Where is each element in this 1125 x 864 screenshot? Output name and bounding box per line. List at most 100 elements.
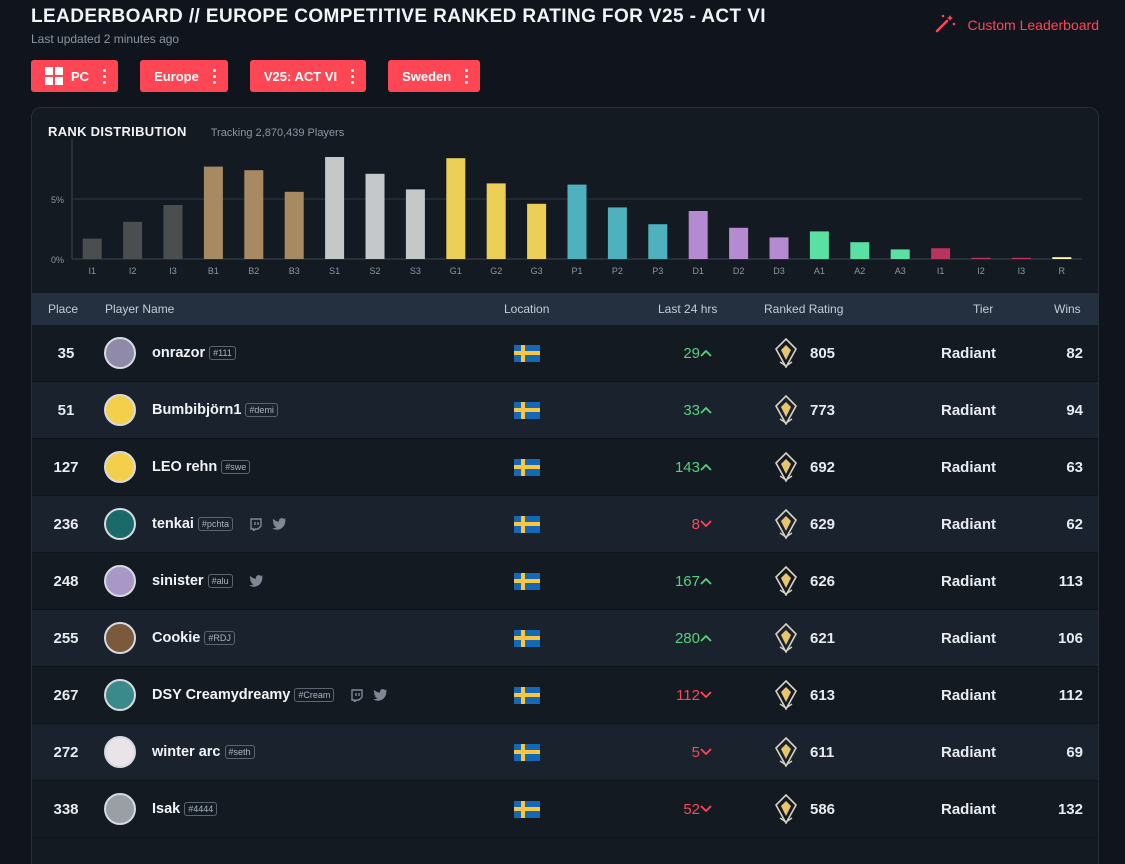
arrow-up-icon	[700, 610, 714, 666]
player-tag: #RDJ	[204, 631, 235, 645]
rating-change: 280	[674, 629, 700, 647]
wins: 82	[1066, 344, 1083, 362]
bar-s1[interactable]	[325, 157, 345, 259]
player-cell[interactable]: Isak #4444	[104, 781, 218, 837]
filter-region[interactable]: Europe	[140, 60, 228, 92]
bar-i3[interactable]	[1011, 257, 1031, 259]
player-name[interactable]: DSY Creamydreamy	[152, 687, 291, 703]
player-cell[interactable]: winter arc #seth	[104, 724, 255, 780]
table-row[interactable]: 255 Cookie #RDJ 280 621 Radiant 106	[32, 610, 1098, 667]
filter-country[interactable]: Sweden	[388, 60, 481, 92]
location	[514, 439, 540, 495]
twitter-icon[interactable]	[271, 517, 286, 531]
bar-d1[interactable]	[688, 211, 708, 259]
bar-i3[interactable]	[163, 205, 183, 259]
player-cell[interactable]: Cookie #RDJ	[104, 610, 235, 666]
bar-p1[interactable]	[567, 184, 587, 259]
filter-platform[interactable]: PC	[31, 60, 119, 92]
player-name[interactable]: winter arc	[152, 744, 221, 760]
radiant-rank-icon	[774, 382, 798, 438]
bar-p2[interactable]	[607, 207, 627, 259]
player-name[interactable]: Isak	[152, 801, 181, 817]
ranked-rating: 629	[810, 515, 836, 533]
player-cell[interactable]: onrazor #111	[104, 325, 236, 381]
player-name[interactable]: Bumbibjörn1	[152, 402, 242, 418]
player-name[interactable]: onrazor	[152, 345, 206, 361]
table-row[interactable]: 272 winter arc #seth 5 611 Radiant 69	[32, 724, 1098, 781]
wins: 112	[1058, 686, 1083, 704]
table-row[interactable]: 236 tenkai #pchta 8 629 Radiant 62	[32, 496, 1098, 553]
filter-label: Sweden	[402, 68, 452, 84]
bar-a1[interactable]	[809, 231, 829, 259]
bar-s2[interactable]	[365, 173, 385, 259]
bar-i2[interactable]	[971, 257, 991, 259]
bar-b2[interactable]	[244, 170, 264, 259]
x-tick-label: P3	[652, 266, 663, 276]
bar-s3[interactable]	[405, 189, 425, 259]
bar-g2[interactable]	[486, 183, 506, 259]
player-tag: #111	[209, 346, 236, 360]
ranked-rating: 611	[810, 743, 835, 761]
twitter-icon[interactable]	[373, 688, 388, 702]
bar-p3[interactable]	[648, 224, 668, 259]
bar-d3[interactable]	[769, 237, 789, 259]
custom-leaderboard-link[interactable]: Custom Leaderboard	[935, 13, 1099, 36]
player-cell[interactable]: DSY Creamydreamy #Cream	[104, 667, 388, 723]
player-name[interactable]: Cookie	[152, 630, 201, 646]
twitter-icon[interactable]	[248, 575, 263, 587]
radiant-rank-icon	[774, 439, 798, 495]
table-row[interactable]: 248 sinister #alu 167 626 Radiant 113	[32, 553, 1098, 610]
filter-bar: PC Europe V25: ACT VI Sweden	[31, 60, 481, 92]
windows-icon	[45, 67, 63, 85]
filter-act[interactable]: V25: ACT VI	[249, 60, 367, 92]
player-cell[interactable]: LEO rehn #swe	[104, 439, 251, 495]
tier: Radiant	[940, 686, 996, 704]
bar-g3[interactable]	[527, 203, 547, 259]
player-cell[interactable]: tenkai #pchta	[104, 496, 286, 552]
radiant-rank-icon	[774, 553, 798, 609]
avatar	[104, 565, 136, 597]
table-row[interactable]: 35 onrazor #111 29 805 Radiant 82	[32, 325, 1098, 382]
bar-a2[interactable]	[850, 242, 870, 259]
table-row[interactable]: 127 LEO rehn #swe 143 692 Radiant 63	[32, 439, 1098, 496]
header-location: Location	[504, 302, 550, 316]
table-row[interactable]: 338 Isak #4444 52 586 Radiant 132	[32, 781, 1098, 838]
bar-b1[interactable]	[203, 166, 223, 259]
bar-i2[interactable]	[123, 221, 143, 259]
bar-d2[interactable]	[729, 227, 749, 259]
x-tick-label: I3	[169, 266, 177, 276]
header-tier: Tier	[973, 302, 994, 316]
y-tick-label: 0%	[51, 255, 64, 265]
ranked-rating: 621	[810, 629, 836, 647]
twitch-icon[interactable]	[249, 517, 262, 531]
table-row[interactable]: 267 DSY Creamydreamy #Cream 112 613 Radiant 11…	[32, 667, 1098, 724]
player-cell[interactable]: sinister #alu	[104, 553, 263, 609]
bar-g1[interactable]	[446, 158, 466, 259]
bar-i1[interactable]	[931, 248, 951, 259]
rank-distribution-chart: 0% 5% I1 I2 I3 B1 B2 B3 S1 S2 S3 G1 G2 G3 P1 P2 P3 D1 D2 D3…	[51, 139, 1082, 276]
tier: Radiant	[940, 344, 996, 362]
avatar	[104, 337, 136, 369]
player-name[interactable]: LEO rehn	[152, 459, 218, 475]
x-tick-label: G2	[490, 266, 502, 276]
rating-change: 52	[683, 800, 700, 818]
x-tick-label: P2	[612, 266, 623, 276]
ranked-rating: 626	[810, 572, 836, 590]
player-name[interactable]: sinister	[152, 573, 204, 589]
leaderboard-card: RANK DISTRIBUTION Tracking 2,870,439 Pla…	[31, 107, 1099, 864]
bar-a3[interactable]	[890, 249, 910, 259]
x-tick-label: I3	[1018, 266, 1026, 276]
rating-change: 29	[683, 344, 700, 362]
player-name[interactable]: tenkai	[152, 516, 194, 532]
bar-r[interactable]	[1052, 257, 1072, 259]
rating-change: 5	[691, 743, 700, 761]
distribution-header: RANK DISTRIBUTION Tracking 2,870,439 Pla…	[48, 124, 344, 139]
twitch-icon[interactable]	[350, 688, 364, 702]
bar-i1[interactable]	[82, 238, 102, 259]
table-row[interactable]: 51 Bumbibjörn1 #demi 33 773 Radiant 94	[32, 382, 1098, 439]
player-cell[interactable]: Bumbibjörn1 #demi	[104, 382, 278, 438]
tier: Radiant	[940, 572, 996, 590]
tier: Radiant	[940, 458, 996, 476]
x-tick-label: B3	[289, 266, 300, 276]
bar-b3[interactable]	[284, 191, 304, 259]
